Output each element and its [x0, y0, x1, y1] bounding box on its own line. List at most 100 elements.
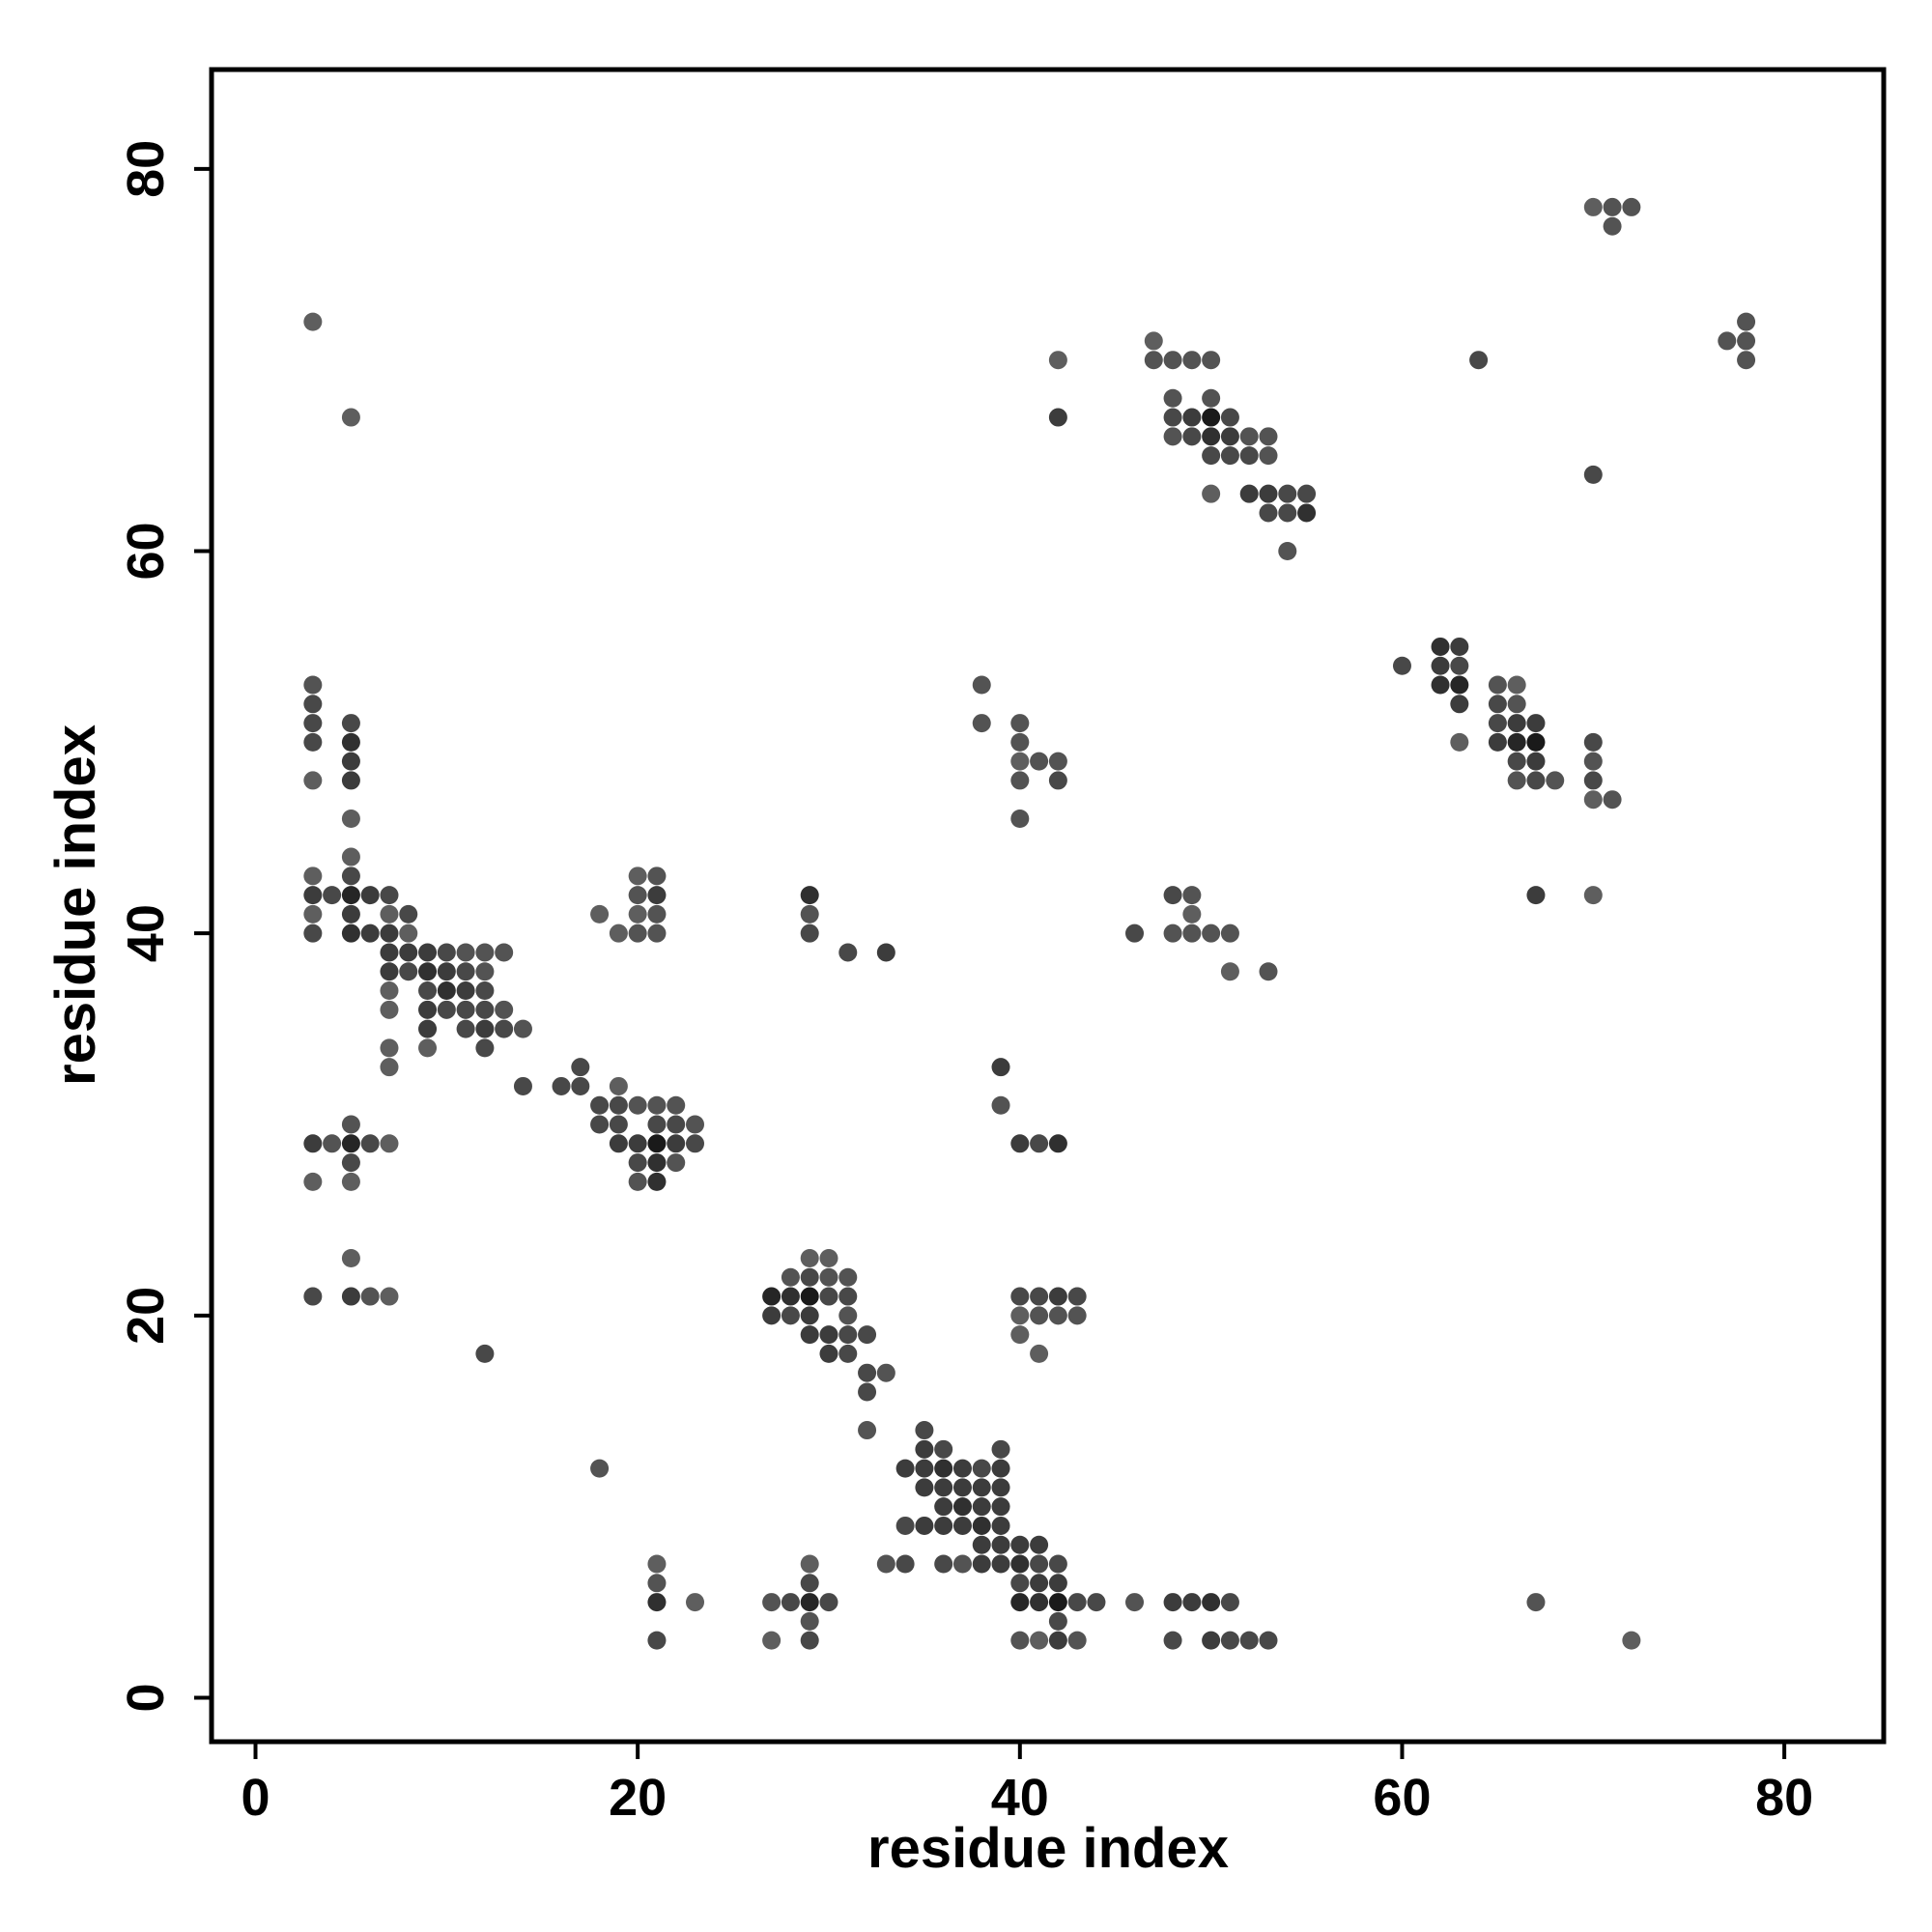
- contact-point: [1450, 656, 1469, 675]
- contact-point: [1220, 1631, 1239, 1650]
- contact-point: [1182, 427, 1202, 446]
- y-axis-ticks: 0 20 40 60 80: [117, 140, 212, 1713]
- contact-point: [1010, 809, 1030, 828]
- contact-point: [1622, 1631, 1641, 1650]
- contact-point: [628, 867, 647, 886]
- contact-point: [341, 714, 360, 733]
- contact-point: [380, 943, 399, 962]
- contact-point: [1526, 771, 1546, 790]
- contact-point: [819, 1248, 838, 1267]
- contact-point: [341, 1172, 360, 1191]
- contact-point: [456, 1019, 475, 1038]
- contact-point: [952, 1554, 972, 1574]
- contact-point: [1067, 1306, 1087, 1325]
- contact-point: [1030, 1287, 1049, 1306]
- contact-point: [399, 923, 418, 943]
- contact-point: [1030, 1631, 1049, 1650]
- contact-point: [590, 1115, 610, 1134]
- contact-point: [800, 1593, 819, 1612]
- contact-point: [1583, 790, 1603, 810]
- contact-point: [647, 1095, 667, 1115]
- contact-point: [667, 1134, 686, 1153]
- contact-point: [571, 1076, 590, 1095]
- contact-point: [991, 1459, 1010, 1478]
- contact-point: [647, 867, 667, 886]
- contact-point: [1431, 637, 1450, 656]
- contact-point: [762, 1631, 781, 1650]
- contact-point: [895, 1554, 915, 1574]
- contact-point: [1583, 732, 1603, 752]
- contact-point: [952, 1478, 972, 1497]
- contact-point: [323, 886, 342, 905]
- contact-point: [838, 1344, 858, 1363]
- contact-point: [1220, 427, 1239, 446]
- contact-point: [1163, 388, 1182, 408]
- contact-point: [1202, 923, 1221, 943]
- contact-point: [303, 714, 323, 733]
- contact-point: [915, 1439, 934, 1459]
- contact-point: [1010, 714, 1030, 733]
- contact-point: [991, 1478, 1010, 1497]
- contact-point: [1450, 637, 1469, 656]
- contact-point: [323, 1134, 342, 1153]
- contact-point: [1010, 1574, 1030, 1593]
- contact-point: [475, 1019, 495, 1038]
- contact-point: [1202, 484, 1221, 503]
- contact-point: [1010, 1631, 1030, 1650]
- contact-point: [1202, 1593, 1221, 1612]
- contact-point: [1220, 446, 1239, 466]
- contact-point: [934, 1554, 953, 1574]
- contact-point: [418, 981, 438, 1001]
- y-tick-label: 20: [117, 1287, 175, 1345]
- contact-point: [341, 1248, 360, 1267]
- contact-point: [1259, 484, 1278, 503]
- contact-point: [686, 1115, 705, 1134]
- contact-point: [456, 962, 475, 981]
- y-tick-label: 80: [117, 140, 175, 198]
- contact-point: [475, 1038, 495, 1058]
- contact-point: [1718, 331, 1737, 351]
- contact-point: [1259, 427, 1278, 446]
- contact-point: [1431, 656, 1450, 675]
- contact-point: [667, 1153, 686, 1173]
- contact-point: [647, 1593, 667, 1612]
- contact-point: [341, 1153, 360, 1173]
- contact-point: [972, 1478, 991, 1497]
- contact-point: [800, 1574, 819, 1593]
- contact-point: [1737, 351, 1756, 370]
- contact-point: [628, 904, 647, 923]
- contact-point: [1048, 1287, 1067, 1306]
- contact-point: [341, 1115, 360, 1134]
- x-tick-label: 20: [609, 1769, 667, 1827]
- contact-point: [647, 1172, 667, 1191]
- contact-point: [609, 923, 628, 943]
- contact-point: [1163, 427, 1182, 446]
- contact-point: [341, 752, 360, 771]
- contact-point: [380, 904, 399, 923]
- contact-point: [437, 943, 456, 962]
- contact-point: [1182, 351, 1202, 370]
- contact-point: [1010, 1325, 1030, 1345]
- contact-point: [1546, 771, 1565, 790]
- contact-point: [1010, 752, 1030, 771]
- contact-point: [1526, 752, 1546, 771]
- contact-point: [380, 886, 399, 905]
- plot-frame: [209, 67, 1887, 1745]
- contact-point: [1087, 1593, 1106, 1612]
- contact-point: [647, 1631, 667, 1650]
- contact-point: [1202, 446, 1221, 466]
- contact-point: [1067, 1287, 1087, 1306]
- contact-point: [628, 923, 647, 943]
- x-tick-label: 60: [1373, 1769, 1431, 1827]
- contact-point: [1163, 408, 1182, 427]
- contact-point: [475, 981, 495, 1001]
- contact-point: [1507, 732, 1526, 752]
- contact-point: [513, 1019, 532, 1038]
- contact-point: [667, 1115, 686, 1134]
- contact-point: [1048, 1554, 1067, 1574]
- contact-point: [418, 1019, 438, 1038]
- contact-point: [341, 867, 360, 886]
- contact-point: [915, 1516, 934, 1535]
- contact-point: [1048, 1574, 1067, 1593]
- contact-point: [1010, 1593, 1030, 1612]
